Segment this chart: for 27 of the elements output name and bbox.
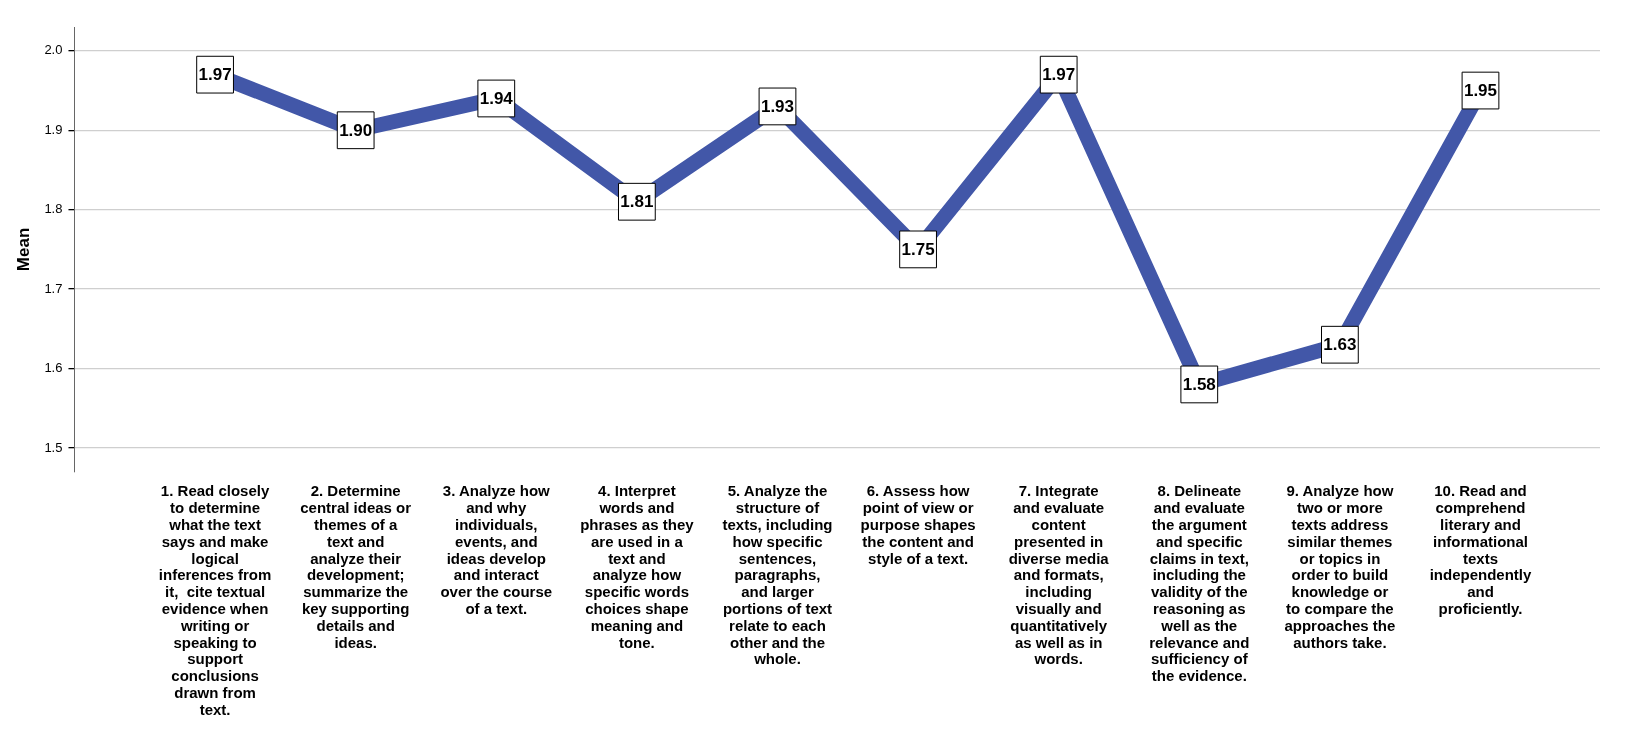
y-tick-label: 1.5 bbox=[44, 439, 63, 455]
data-label: 1.93 bbox=[760, 97, 795, 117]
x-tick-label: 3. Analyze how and why individuals, events, and ideas develop and interact over the course of a text. bbox=[440, 482, 553, 617]
category-label: 9. Analyze how two or more texts address similar themes or topics in order to build knowledge or to compare the approaches the authors take. bbox=[1284, 482, 1396, 651]
category-label: 8. Delineate and evaluate the argument and specific claims in text, including the validity of the reasoning as well as the relevance and sufficiency of the evidence. bbox=[1149, 482, 1250, 685]
x-tick-label: 6. Assess how point of view or purpose shapes the content and style of a text. bbox=[860, 482, 976, 567]
y-tick-label: 1.8 bbox=[44, 201, 63, 217]
x-tick-label: 10. Read and comprehend literary and informational texts independently and proficiently. bbox=[1429, 482, 1532, 617]
data-label: 1.97 bbox=[198, 65, 232, 85]
category-label: 7. Integrate and evaluate content presented in diverse media and formats, including visually and quantitatively as well as in words. bbox=[1008, 482, 1109, 668]
category-label: 5. Analyze the structure of texts, including how specific sentences, paragraphs, and larger portions of text relate to each other and the whole. bbox=[722, 482, 833, 668]
y-tick-label: 2.0 bbox=[44, 42, 63, 58]
y-tick-label: 1.7 bbox=[44, 280, 63, 296]
data-label: 1.81 bbox=[620, 192, 654, 212]
category-label: 4. Interpret words and phrases as they are used in a text and analyze how specific words choices shape meaning and tone. bbox=[580, 482, 694, 651]
data-label: 1.90 bbox=[339, 120, 373, 140]
data-label: 1.58 bbox=[1182, 375, 1216, 395]
y-axis-title: Mean bbox=[13, 227, 33, 272]
data-label: 1.94 bbox=[479, 89, 514, 109]
y-tick-label: 1.9 bbox=[44, 121, 63, 137]
category-label: 2. Determine central ideas or themes of a text and analyze their development; summarize the key supporting details and ideas. bbox=[300, 482, 412, 651]
data-label: 1.63 bbox=[1323, 335, 1357, 355]
data-label: 1.97 bbox=[1042, 65, 1076, 85]
category-label: 1. Read closely to determine what the text says and make logical inferences from it, cite textual evidence when writing or speaking to support conclusions drawn from text. bbox=[158, 482, 272, 718]
y-tick-label: 1.6 bbox=[44, 360, 63, 376]
data-label: 1.95 bbox=[1463, 81, 1498, 101]
data-label: 1.75 bbox=[901, 240, 935, 260]
